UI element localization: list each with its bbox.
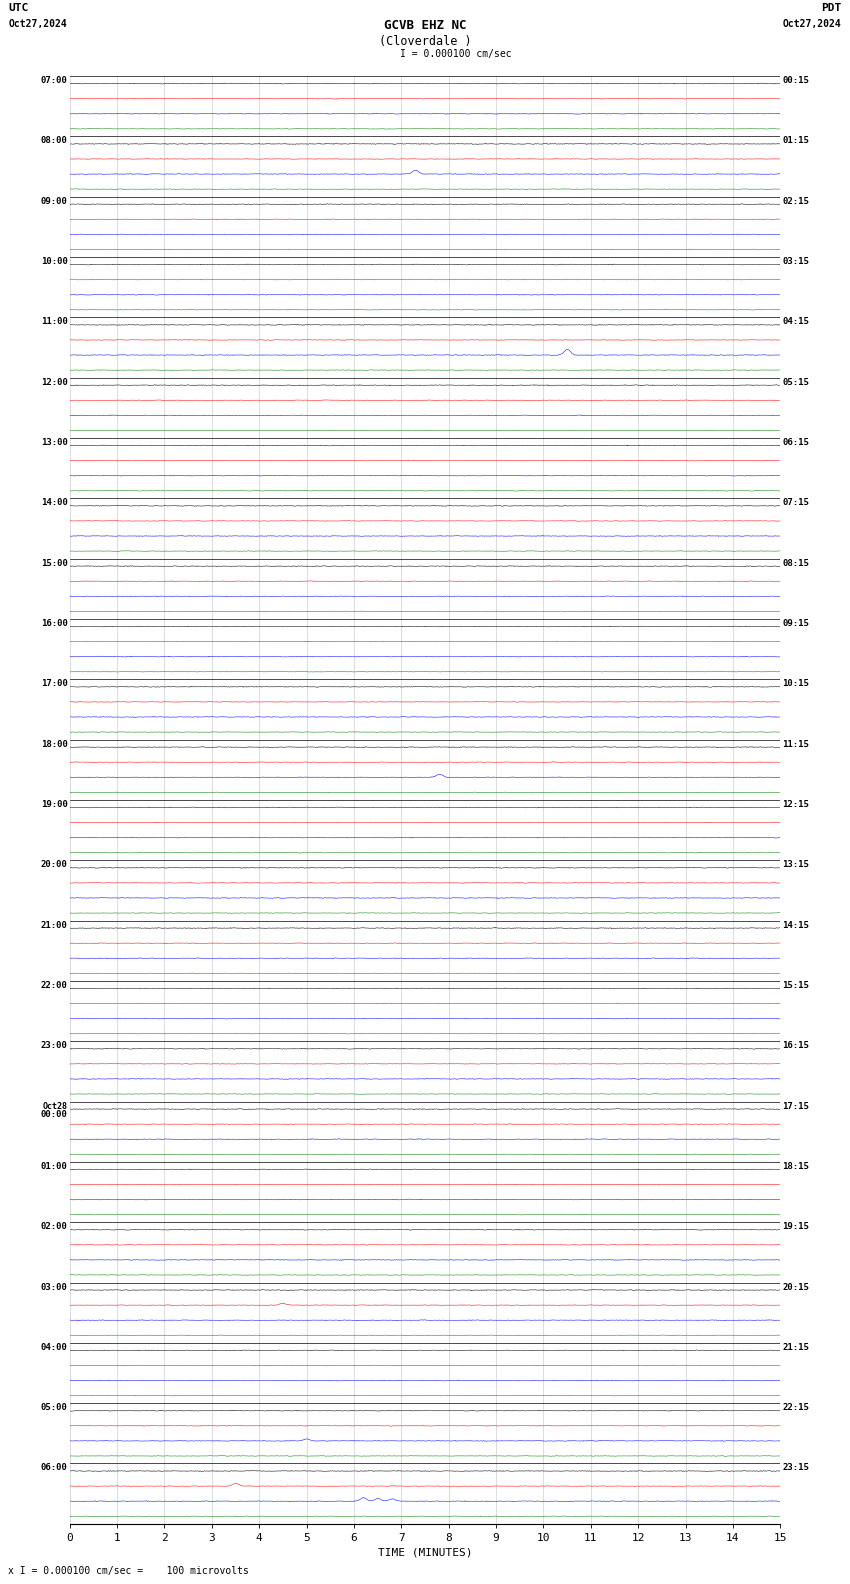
Text: 08:15: 08:15: [783, 559, 809, 567]
Text: x I = 0.000100 cm/sec =    100 microvolts: x I = 0.000100 cm/sec = 100 microvolts: [8, 1567, 249, 1576]
Text: 16:00: 16:00: [41, 619, 67, 627]
Text: 11:15: 11:15: [783, 740, 809, 749]
Text: Oct27,2024: Oct27,2024: [783, 19, 842, 29]
Text: 06:15: 06:15: [783, 437, 809, 447]
Text: 03:00: 03:00: [41, 1283, 67, 1291]
Text: 11:00: 11:00: [41, 317, 67, 326]
Text: 18:15: 18:15: [783, 1163, 809, 1171]
Text: 21:15: 21:15: [783, 1343, 809, 1351]
X-axis label: TIME (MINUTES): TIME (MINUTES): [377, 1548, 473, 1557]
Text: 03:15: 03:15: [783, 257, 809, 266]
Text: 22:00: 22:00: [41, 980, 67, 990]
Text: 17:00: 17:00: [41, 680, 67, 689]
Text: 23:00: 23:00: [41, 1041, 67, 1050]
Text: 01:00: 01:00: [41, 1163, 67, 1171]
Text: 02:00: 02:00: [41, 1223, 67, 1231]
Text: 21:00: 21:00: [41, 920, 67, 930]
Text: Oct28: Oct28: [42, 1101, 67, 1110]
Text: 04:00: 04:00: [41, 1343, 67, 1351]
Text: I = 0.000100 cm/sec: I = 0.000100 cm/sec: [400, 49, 511, 59]
Text: 00:00: 00:00: [41, 1110, 67, 1118]
Text: 14:15: 14:15: [783, 920, 809, 930]
Text: 01:15: 01:15: [783, 136, 809, 146]
Text: 08:00: 08:00: [41, 136, 67, 146]
Text: 12:15: 12:15: [783, 800, 809, 809]
Text: 10:15: 10:15: [783, 680, 809, 689]
Text: 22:15: 22:15: [783, 1403, 809, 1413]
Text: Oct27,2024: Oct27,2024: [8, 19, 67, 29]
Text: 14:00: 14:00: [41, 499, 67, 507]
Text: 00:15: 00:15: [783, 76, 809, 86]
Text: 19:00: 19:00: [41, 800, 67, 809]
Text: 09:15: 09:15: [783, 619, 809, 627]
Text: 06:00: 06:00: [41, 1464, 67, 1473]
Text: 09:00: 09:00: [41, 196, 67, 206]
Text: UTC: UTC: [8, 3, 29, 13]
Text: (Cloverdale ): (Cloverdale ): [379, 35, 471, 48]
Text: 17:15: 17:15: [783, 1101, 809, 1110]
Text: 04:15: 04:15: [783, 317, 809, 326]
Text: PDT: PDT: [821, 3, 842, 13]
Text: 02:15: 02:15: [783, 196, 809, 206]
Text: 20:00: 20:00: [41, 860, 67, 870]
Text: 07:15: 07:15: [783, 499, 809, 507]
Text: 12:00: 12:00: [41, 377, 67, 386]
Text: 10:00: 10:00: [41, 257, 67, 266]
Text: 15:00: 15:00: [41, 559, 67, 567]
Text: 13:15: 13:15: [783, 860, 809, 870]
Text: 20:15: 20:15: [783, 1283, 809, 1291]
Text: 07:00: 07:00: [41, 76, 67, 86]
Text: 05:15: 05:15: [783, 377, 809, 386]
Text: 18:00: 18:00: [41, 740, 67, 749]
Text: 19:15: 19:15: [783, 1223, 809, 1231]
Text: 13:00: 13:00: [41, 437, 67, 447]
Text: 05:00: 05:00: [41, 1403, 67, 1413]
Text: 15:15: 15:15: [783, 980, 809, 990]
Text: 23:15: 23:15: [783, 1464, 809, 1473]
Text: GCVB EHZ NC: GCVB EHZ NC: [383, 19, 467, 32]
Text: 16:15: 16:15: [783, 1041, 809, 1050]
